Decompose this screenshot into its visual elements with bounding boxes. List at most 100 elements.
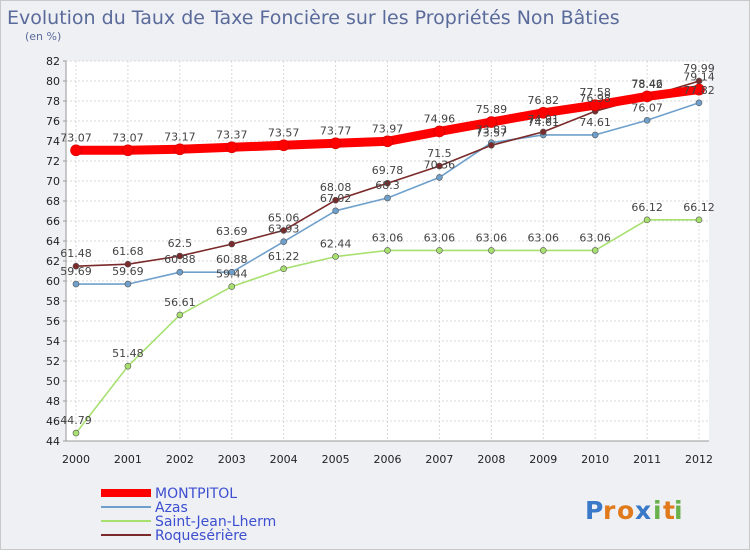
data-point [176, 268, 184, 276]
data-label: 73.57 [476, 126, 508, 139]
logo-letter: r [603, 496, 616, 525]
logo-letter: i [674, 496, 683, 525]
data-label: 59.69 [112, 265, 144, 278]
data-point [384, 194, 391, 202]
data-label: 63.06 [579, 231, 611, 244]
y-tick-label: 50 [46, 375, 60, 388]
y-tick-label: 52 [46, 355, 60, 368]
data-point [280, 265, 287, 273]
data-label: 73.57 [268, 126, 300, 139]
y-tick-label: 80 [46, 75, 60, 88]
data-point [277, 139, 290, 152]
data-point [539, 247, 547, 254]
y-tick-label: 78 [46, 95, 60, 108]
legend-entry: MONTPITOL [155, 486, 237, 502]
data-label: 79.14 [683, 71, 715, 84]
data-point [124, 362, 132, 370]
x-tick-label: 2003 [218, 453, 246, 466]
y-tick-label: 46 [46, 415, 60, 428]
legend-entry: Saint-Jean-Lherm [155, 514, 276, 530]
data-point [693, 83, 705, 96]
y-tick-label: 56 [46, 315, 60, 328]
data-point [591, 247, 599, 254]
y-tick-label: 60 [46, 275, 60, 288]
data-point [643, 216, 651, 224]
data-point [124, 260, 132, 268]
data-point [488, 247, 495, 254]
legend: MONTPITOLAzasSaint-Jean-LhermRoquesérièr… [101, 486, 276, 544]
data-label: 78.42 [631, 78, 663, 91]
data-point [280, 227, 287, 234]
data-point [124, 280, 132, 288]
y-tick-label: 68 [46, 195, 60, 208]
data-label: 59.69 [60, 265, 92, 278]
data-point [72, 262, 80, 270]
data-point [436, 162, 443, 170]
y-axis-unit-label: (en %) [25, 30, 61, 43]
data-label: 73.97 [372, 122, 404, 135]
data-label: 74.61 [528, 116, 560, 129]
data-point [589, 99, 601, 111]
data-point [329, 137, 342, 150]
data-label: 76.98 [579, 92, 611, 105]
data-point [436, 174, 443, 181]
data-point [332, 253, 339, 260]
data-label: 63.06 [528, 231, 560, 244]
data-label: 63.06 [372, 231, 404, 244]
data-label: 73.07 [112, 131, 144, 144]
data-label: 51.48 [112, 347, 144, 360]
data-label: 77.58 [579, 86, 611, 99]
y-tick-label: 72 [46, 155, 60, 168]
data-point [591, 131, 599, 139]
x-tick-label: 2007 [425, 453, 453, 466]
data-label: 63.06 [476, 231, 508, 244]
data-label: 61.22 [268, 250, 300, 263]
data-label: 69.78 [372, 164, 404, 177]
data-point [72, 429, 80, 437]
data-point [695, 216, 703, 224]
data-label: 78.46 [631, 77, 663, 90]
logo-letter: o [617, 496, 634, 525]
y-tick-label: 48 [46, 395, 60, 408]
data-point [228, 283, 236, 290]
data-label: 68.3 [375, 179, 400, 192]
data-label: 63.69 [216, 225, 248, 238]
x-tick-label: 2000 [62, 453, 90, 466]
y-tick-label: 82 [46, 55, 60, 68]
data-point [539, 128, 547, 136]
data-point [280, 238, 287, 245]
logo-letter: i [653, 496, 662, 525]
data-label: 63.06 [424, 231, 456, 244]
x-tick-label: 2011 [633, 453, 661, 466]
data-label: 65.06 [268, 211, 300, 224]
data-point [641, 90, 653, 103]
data-label: 63.93 [268, 223, 300, 236]
data-point [122, 144, 134, 157]
data-label: 62.5 [168, 237, 193, 250]
y-tick-label: 74 [46, 135, 60, 148]
data-label: 73.83 [476, 124, 508, 137]
y-tick-label: 66 [46, 215, 60, 228]
x-tick-label: 2008 [477, 453, 505, 466]
data-label: 56.61 [164, 296, 196, 309]
data-point [433, 125, 446, 138]
data-label: 77.82 [683, 84, 715, 97]
data-point [485, 116, 498, 128]
x-tick-label: 2002 [166, 453, 194, 466]
y-tick-label: 54 [46, 335, 60, 348]
data-point [436, 247, 443, 254]
data-label: 73.17 [164, 130, 196, 143]
data-point [384, 247, 391, 254]
data-label: 59.44 [216, 268, 248, 281]
data-point [332, 196, 339, 204]
data-label: 60.88 [164, 253, 196, 266]
data-point [174, 143, 186, 156]
data-label: 67.02 [320, 192, 352, 205]
data-point [695, 99, 703, 107]
data-label: 61.48 [60, 247, 92, 260]
y-tick-label: 58 [46, 295, 60, 308]
data-label: 76.07 [631, 101, 663, 114]
